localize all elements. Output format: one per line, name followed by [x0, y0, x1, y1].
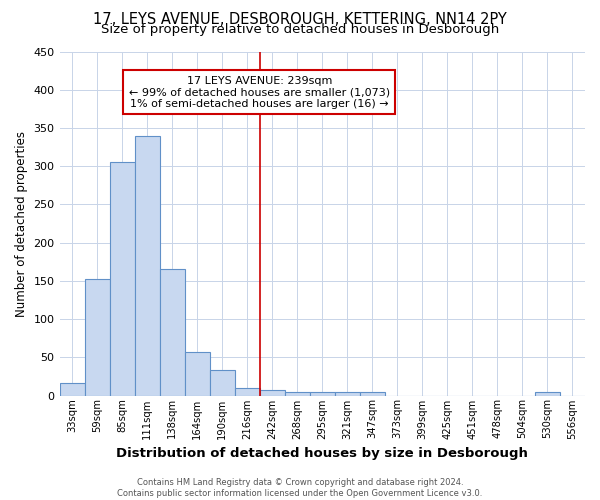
- Text: Size of property relative to detached houses in Desborough: Size of property relative to detached ho…: [101, 22, 499, 36]
- Text: 17 LEYS AVENUE: 239sqm
← 99% of detached houses are smaller (1,073)
1% of semi-d: 17 LEYS AVENUE: 239sqm ← 99% of detached…: [128, 76, 390, 109]
- Bar: [110, 162, 134, 396]
- Bar: [59, 382, 85, 396]
- Bar: [360, 392, 385, 396]
- Text: Contains HM Land Registry data © Crown copyright and database right 2024.
Contai: Contains HM Land Registry data © Crown c…: [118, 478, 482, 498]
- X-axis label: Distribution of detached houses by size in Desborough: Distribution of detached houses by size …: [116, 447, 528, 460]
- Bar: [285, 392, 310, 396]
- Bar: [185, 352, 209, 396]
- Bar: [134, 136, 160, 396]
- Bar: [535, 392, 560, 396]
- Bar: [260, 390, 285, 396]
- Y-axis label: Number of detached properties: Number of detached properties: [15, 130, 28, 316]
- Bar: [160, 270, 185, 396]
- Bar: [335, 392, 360, 396]
- Bar: [85, 280, 110, 396]
- Text: 17, LEYS AVENUE, DESBOROUGH, KETTERING, NN14 2PY: 17, LEYS AVENUE, DESBOROUGH, KETTERING, …: [93, 12, 507, 28]
- Bar: [310, 392, 335, 396]
- Bar: [235, 388, 260, 396]
- Bar: [209, 370, 235, 396]
